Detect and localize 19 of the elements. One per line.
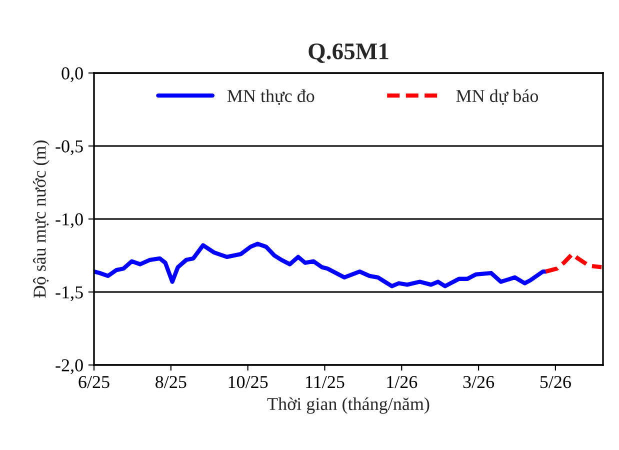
- y-tick-label: -1,0: [56, 213, 83, 228]
- y-tick-label: -1,5: [56, 286, 83, 302]
- line-series: [544, 252, 603, 274]
- x-tick-label: 1/26: [387, 376, 418, 388]
- chart-title: Q.65M1: [308, 43, 388, 63]
- y-tick-label: -0,5: [56, 140, 83, 156]
- x-tick-label: 3/26: [463, 376, 494, 388]
- y-tick-label: 0,0: [62, 67, 83, 82]
- x-tick-label: 6/25: [78, 376, 110, 388]
- x-tick-label: 8/25: [156, 376, 186, 388]
- legend-label: MN dự báo: [456, 89, 538, 105]
- y-axis-title: Độ sâu mực nước (m): [33, 140, 50, 298]
- x-tick-label: 11/25: [306, 376, 344, 388]
- x-axis-title: Thời gian (tháng/năm): [267, 397, 430, 414]
- x-tick-label: 5/26: [540, 376, 571, 388]
- line-series: [94, 242, 548, 288]
- x-tick-label: 10/25: [228, 376, 268, 388]
- legend-label: MN thực đo: [227, 89, 314, 105]
- y-tick-label: -2,0: [56, 359, 83, 374]
